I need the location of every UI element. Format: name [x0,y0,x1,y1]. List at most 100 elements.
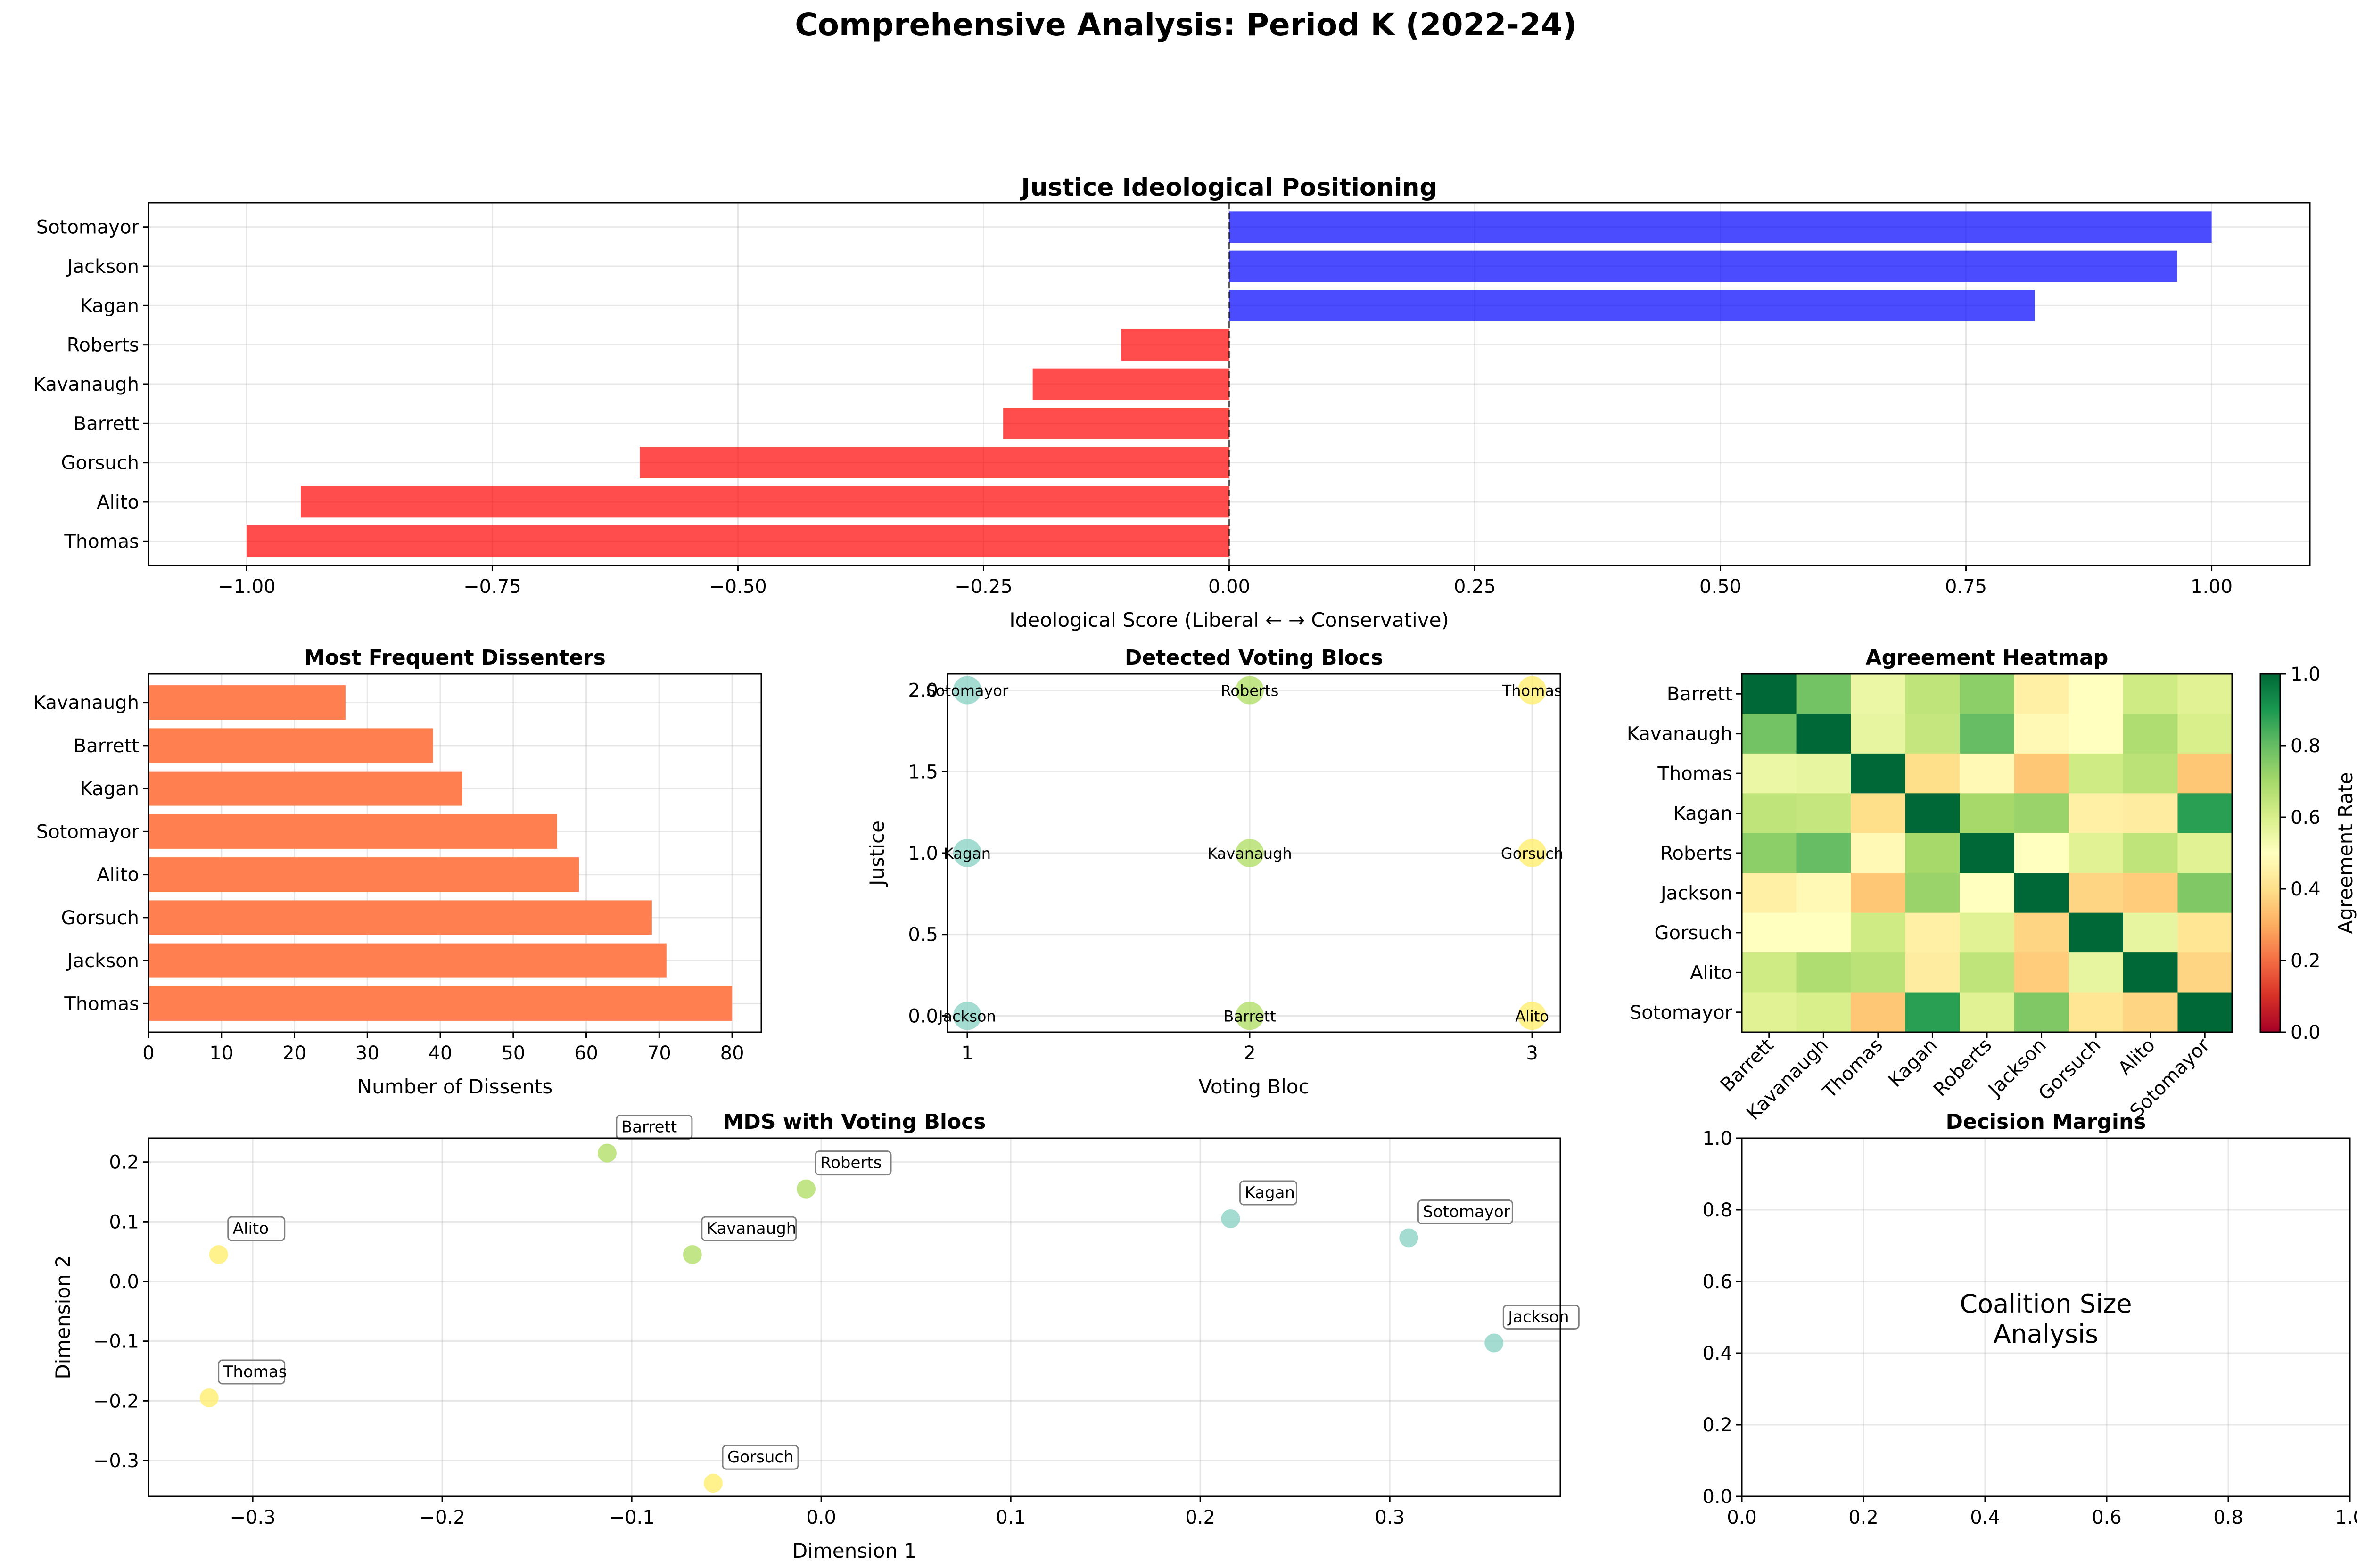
heatmap-cell [1796,873,1851,913]
x-tick-label: Alito [2114,1034,2159,1080]
x-tick-label: −0.3 [230,1507,276,1528]
heatmap-cell [2177,714,2233,754]
heatmap-cell [2123,753,2178,794]
y-tick-label: 1.5 [908,761,938,783]
axes-frame [947,673,1561,1033]
mds-label-box [1239,1180,1297,1206]
x-tick-label: 0.1 [996,1507,1026,1528]
y-tick-label: Alito [1690,962,1732,984]
mds-point-label: Sotomayor [1423,1203,1510,1222]
x-tick-label: 80 [720,1043,744,1064]
bar-kagan [1229,290,2035,321]
x-axis-label: Ideological Score (Liberal ← → Conservat… [1009,608,1449,632]
bar-jackson [1229,250,2177,282]
y-tick-label: Barrett [74,413,139,435]
y-tick-label: Jackson [66,950,139,972]
y-tick-label: Sotomayor [1630,1002,1733,1024]
y-tick-label: Kavanaugh [1627,723,1732,745]
mds-point-label: Barrett [621,1118,677,1137]
y-tick-label: Kagan [80,295,139,317]
x-axis-label: Dimension 1 [792,1539,916,1562]
y-tick-label: Barrett [1667,683,1732,705]
mds-point-thomas [199,1388,219,1407]
heatmap-cell [2123,714,2178,754]
heatmap-cell [1851,952,1906,993]
heatmap-cell [2177,753,2233,794]
chart-title: Agreement Heatmap [1866,646,2109,670]
x-tick-label: 0.4 [1970,1507,2000,1528]
axes-frame [1741,1137,2351,1497]
bar-barrett [148,728,433,763]
y-tick-label: Alito [97,864,139,886]
mds-point-sotomayor [1399,1228,1418,1248]
heatmap-cell [1796,912,1851,953]
colorbar-label: Agreement Rate [2334,772,2357,934]
colorbar [2259,673,2281,1033]
x-tick-label: 1 [961,1043,973,1064]
heatmap-cell [2014,952,2069,993]
x-tick-label: −0.1 [609,1507,655,1528]
heatmap-cell [2123,833,2178,873]
y-tick-label: 0.6 [1702,1271,1732,1293]
y-tick-label: Barrett [74,735,139,757]
y-tick-label: −0.3 [93,1450,139,1472]
mds-label-box [701,1216,797,1241]
heatmap-cell [2069,714,2124,754]
heatmap-cell [2177,674,2233,714]
bar-gorsuch [640,447,1229,478]
heatmap-chart: Agreement HeatmapBarrettBarrettKavanaugh… [1627,646,2357,1125]
heatmap-cell [2123,912,2178,953]
colorbar-tick-label: 1.0 [2291,664,2321,685]
heatmap-cell [1796,793,1851,834]
chart-title: Decision Margins [1946,1110,2146,1134]
bar-barrett [1003,408,1229,439]
y-tick-label: Thomas [64,531,139,552]
x-tick-label: 1.0 [2335,1507,2357,1528]
heatmap-cell [1851,753,1906,794]
heatmap-cell [1742,992,1797,1033]
bloc-point-label: Sotomayor [926,682,1009,700]
heatmap-cell [2014,674,2069,714]
bar-alito [301,486,1229,518]
center-annotation: Coalition Size Analysis [1960,1289,2132,1349]
bloc-point-kagan [953,839,981,867]
heatmap-cell [1960,833,2015,873]
heatmap-cell [2069,992,2124,1033]
heatmap-cell [1960,793,2015,834]
heatmap-cell [1742,952,1797,993]
colorbar-tick-label: 0.0 [2291,1022,2321,1043]
y-tick-label: 2.0 [908,680,938,702]
mds-point-label: Roberts [820,1154,882,1173]
x-tick-label: −0.2 [420,1507,465,1528]
bloc-point-label: Kagan [944,845,991,862]
y-tick-label: Gorsuch [61,452,139,474]
chart-title: Justice Ideological Positioning [1020,173,1437,202]
chart-title: MDS with Voting Blocs [723,1110,986,1134]
y-tick-label: −0.1 [93,1331,139,1353]
heatmap-cell [1905,912,1960,953]
mds-point-barrett [597,1143,617,1163]
heatmap-cell [1742,833,1797,873]
heatmap-cell [2014,912,2069,953]
colorbar-tick-label: 0.8 [2291,735,2321,757]
heatmap-cell [1851,674,1906,714]
x-tick-label: 70 [647,1043,671,1064]
heatmap-cell [1905,873,1960,913]
bloc-point-label: Alito [1515,1007,1549,1025]
bloc-point-jackson [953,1002,981,1030]
mds-label-box [616,1115,693,1140]
mds-point-gorsuch [704,1474,723,1493]
bloc-point-label: Roberts [1221,682,1279,700]
heatmap-cell [2014,714,2069,754]
y-tick-label: Jackson [1659,882,1732,904]
chart-title: Detected Voting Blocs [1125,646,1383,670]
mds-point-jackson [1484,1333,1504,1353]
heatmap-cell [2177,873,2233,913]
y-tick-label: 0.0 [1702,1486,1732,1508]
x-tick-label: 0.0 [1727,1507,1757,1528]
bar-sotomayor [148,814,557,849]
heatmap-cell [1960,992,2015,1033]
bloc-point-barrett [1236,1002,1264,1030]
heatmap-cell [1851,833,1906,873]
x-tick-label: 0 [142,1043,154,1064]
